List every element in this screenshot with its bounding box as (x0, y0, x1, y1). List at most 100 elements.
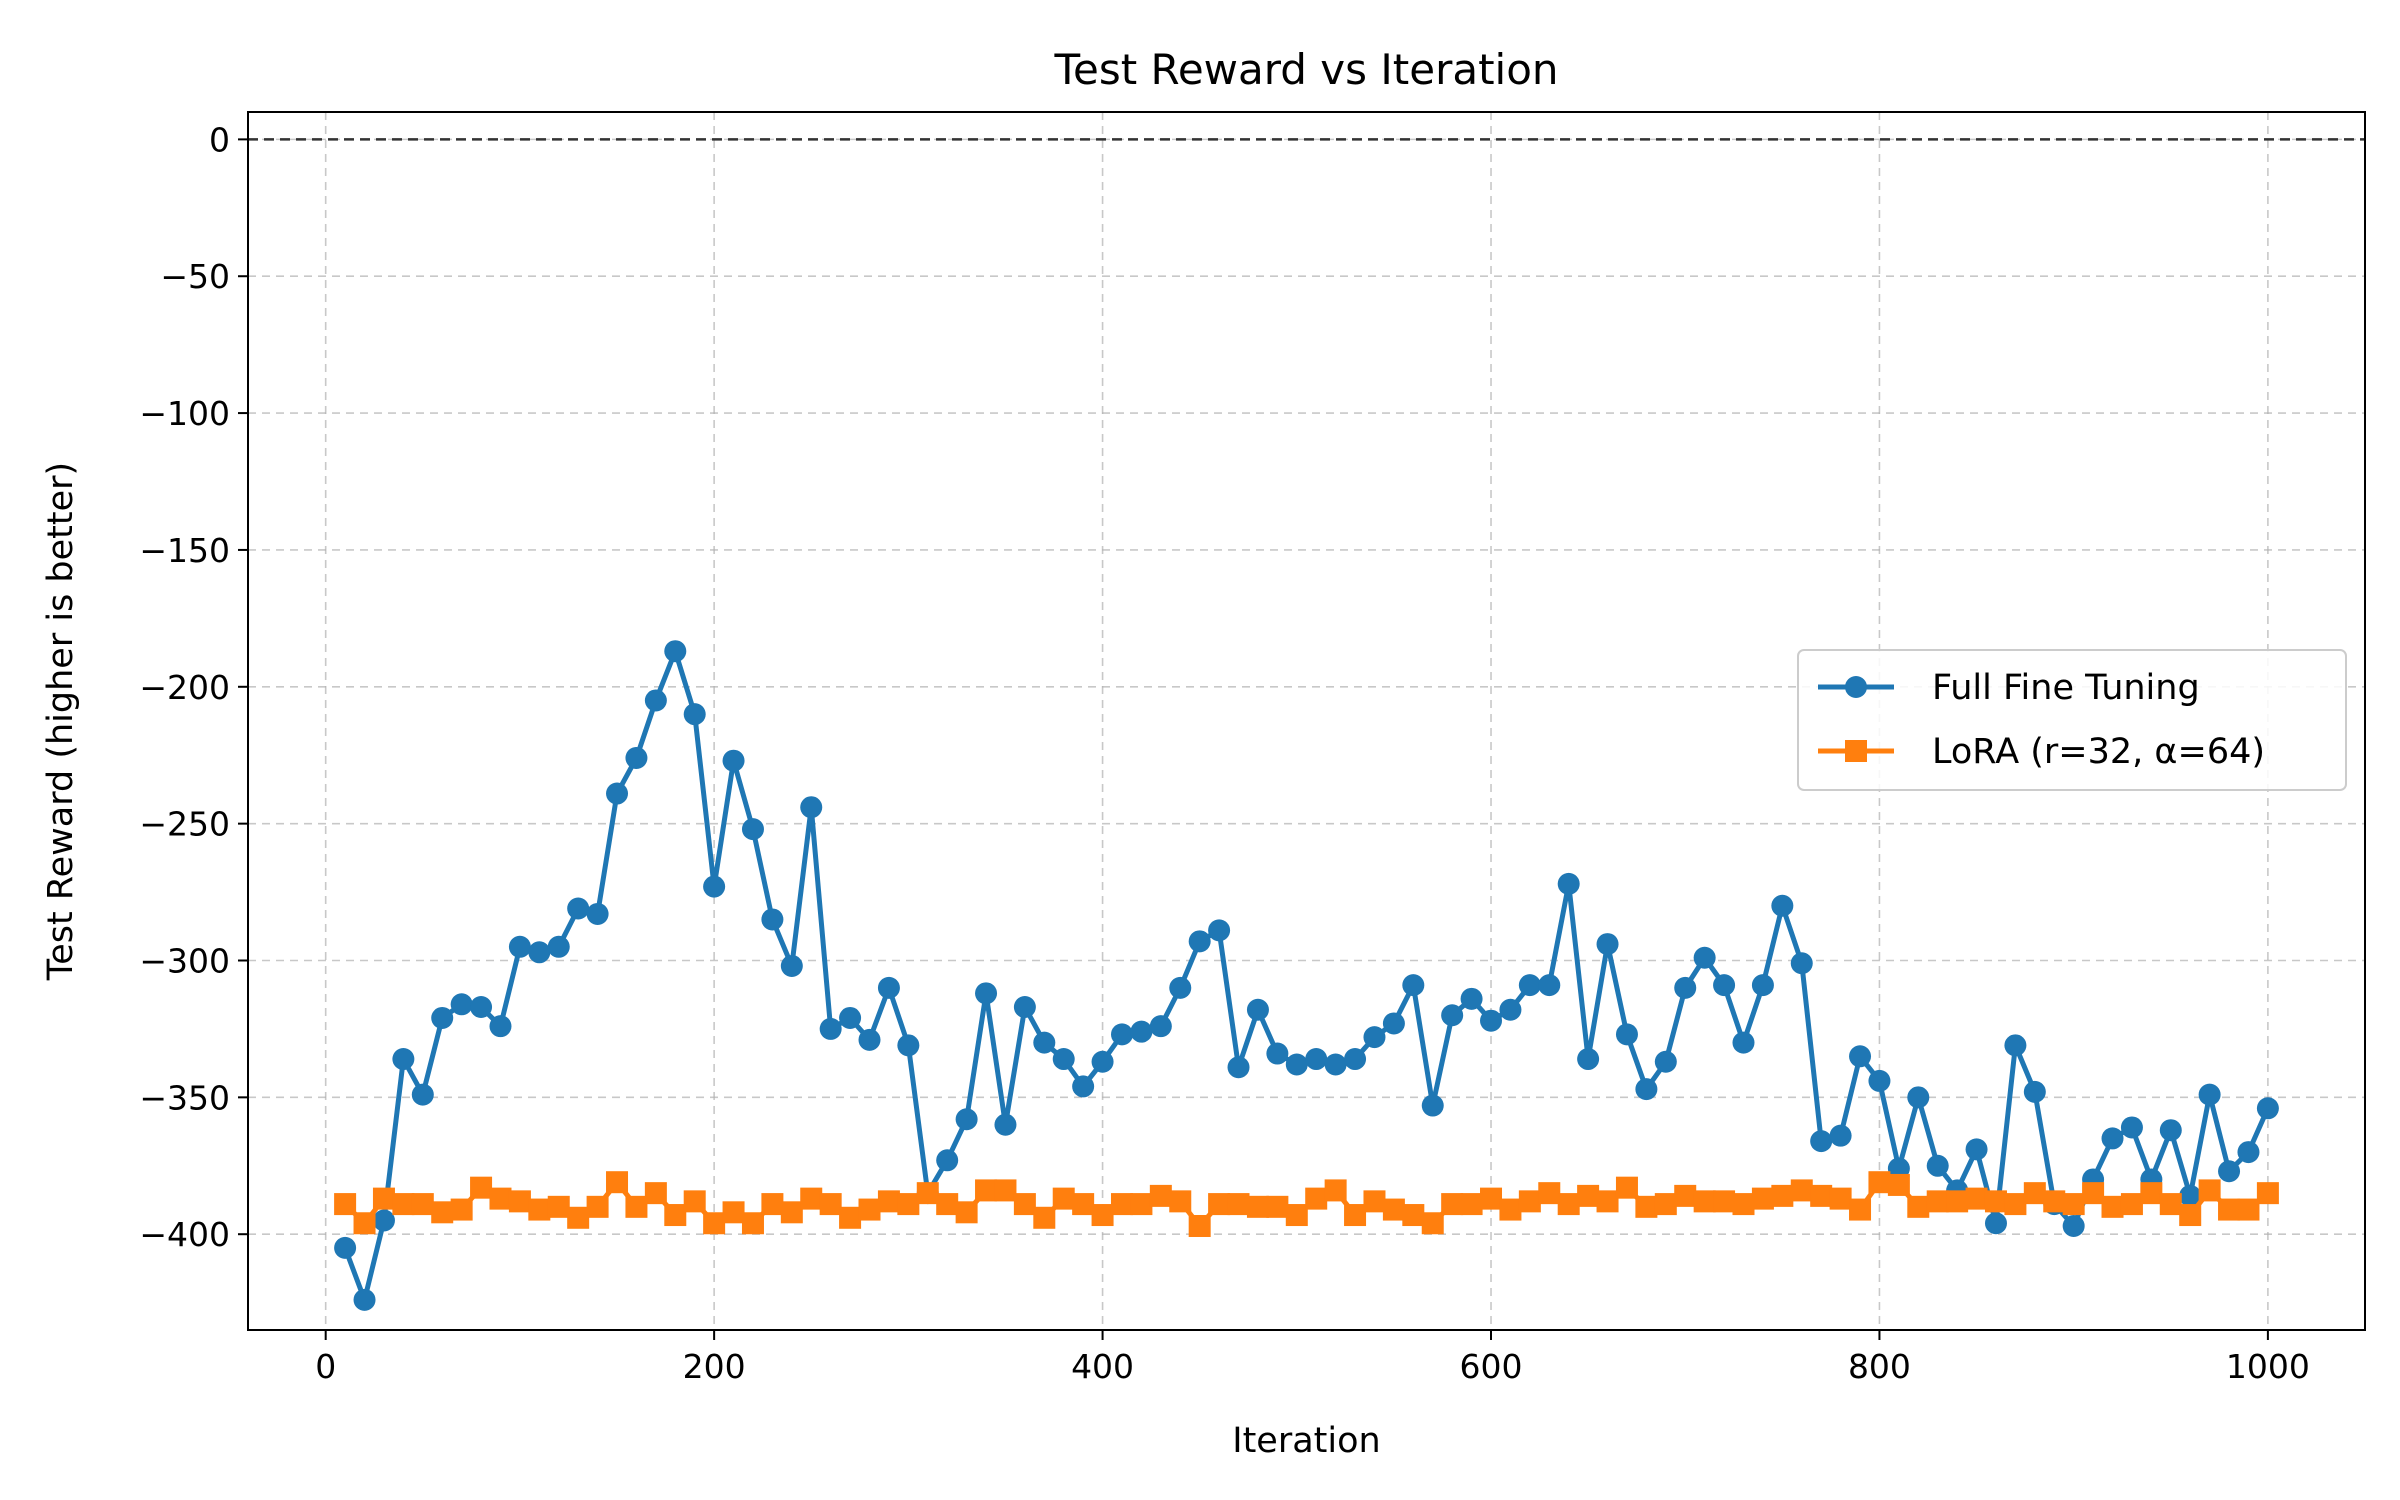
data-point (489, 1015, 512, 1038)
data-point (470, 1176, 493, 1199)
series-full-fine-tuning (334, 640, 2279, 1311)
data-point (1635, 1195, 1658, 1218)
data-point (1285, 1053, 1308, 1076)
data-point (1402, 1204, 1425, 1227)
data-point (1732, 1031, 1755, 1054)
data-point (858, 1028, 881, 1051)
data-point (1810, 1130, 1833, 1153)
x-tick-label: 0 (315, 1347, 336, 1386)
data-point (897, 1193, 920, 1216)
x-tick-label: 800 (1848, 1347, 1911, 1386)
data-point (1615, 1176, 1638, 1199)
data-point (450, 1198, 473, 1221)
data-point (1868, 1171, 1891, 1194)
data-point (936, 1149, 959, 1172)
data-point (1072, 1075, 1095, 1098)
data-point (2101, 1195, 2124, 1218)
data-point (858, 1198, 881, 1221)
data-point (722, 1201, 745, 1224)
x-axis-title: Iteration (1232, 1421, 1380, 1461)
data-point (2159, 1193, 2182, 1216)
data-point (1965, 1187, 1988, 1210)
y-tick-label: −100 (139, 394, 230, 433)
data-point (1110, 1193, 1133, 1216)
data-point (2140, 1182, 2163, 1205)
data-point (1013, 996, 1036, 1019)
data-point (1480, 1009, 1503, 1032)
y-tick-label: −400 (139, 1215, 230, 1254)
data-point (916, 1182, 939, 1205)
data-point (2256, 1097, 2279, 1120)
data-point (1344, 1048, 1367, 1071)
data-point (1635, 1078, 1658, 1101)
legend-swatch-square-marker (1845, 740, 1867, 762)
data-point (2062, 1214, 2085, 1237)
data-point (1907, 1195, 1930, 1218)
data-point (994, 1113, 1017, 1136)
data-point (334, 1236, 357, 1259)
data-point (2120, 1116, 2143, 1139)
data-point (411, 1083, 434, 1106)
data-point (1499, 998, 1522, 1021)
data-point (528, 941, 551, 964)
data-point (877, 1190, 900, 1213)
legend-box (1797, 649, 2347, 791)
legend: Full Fine Tuning LoRA (r=32, α=64) (1797, 649, 2347, 791)
data-point (1324, 1053, 1347, 1076)
data-point (1382, 1198, 1405, 1221)
data-point (1538, 1182, 1561, 1205)
data-point (1907, 1086, 1930, 1109)
legend-label: LoRA (r=32, α=64) (1932, 732, 2265, 772)
data-point (1790, 1179, 1813, 1202)
data-point (470, 996, 493, 1019)
data-point (936, 1193, 959, 1216)
data-point (1246, 998, 1269, 1021)
data-point (683, 703, 706, 726)
data-point (606, 782, 629, 805)
data-point (1829, 1124, 1852, 1147)
data-point (1285, 1204, 1308, 1227)
data-point (1421, 1212, 1444, 1235)
data-point (1480, 1187, 1503, 1210)
data-point (606, 1171, 629, 1194)
data-point (1091, 1204, 1114, 1227)
data-point (664, 1204, 687, 1227)
data-point (1887, 1173, 1910, 1196)
data-point (2179, 1184, 2202, 1207)
x-tick-label: 600 (1460, 1347, 1523, 1386)
data-point (1227, 1056, 1250, 1079)
data-point (431, 1006, 454, 1029)
data-point (567, 1206, 590, 1229)
data-point (839, 1206, 862, 1229)
data-point (392, 1048, 415, 1071)
data-point (1130, 1193, 1153, 1216)
y-tick-label: 0 (209, 120, 230, 159)
data-point (2082, 1182, 2105, 1205)
data-point (1771, 1184, 1794, 1207)
chart-title: Test Reward vs Iteration (1053, 45, 1558, 94)
data-point (722, 749, 745, 772)
data-point (1227, 1193, 1250, 1216)
data-point (1693, 946, 1716, 969)
data-point (508, 935, 531, 958)
legend-swatch-circle-marker (1845, 676, 1867, 698)
data-point (450, 993, 473, 1016)
data-point (1460, 987, 1483, 1010)
y-tick-label: −250 (139, 805, 230, 844)
data-point (1518, 974, 1541, 997)
data-point (547, 1195, 570, 1218)
data-point (1596, 1190, 1619, 1213)
data-point (2159, 1119, 2182, 1142)
data-point (1984, 1190, 2007, 1213)
data-point (1849, 1198, 1872, 1221)
data-point (1713, 974, 1736, 997)
data-point (1460, 1193, 1483, 1216)
legend-entry-full-fine-tuning: Full Fine Tuning (1818, 668, 2200, 708)
data-point (1790, 952, 1813, 975)
data-point (664, 640, 687, 663)
data-point (1188, 930, 1211, 953)
data-point (1654, 1193, 1677, 1216)
data-point (1674, 1184, 1697, 1207)
data-point (1344, 1204, 1367, 1227)
